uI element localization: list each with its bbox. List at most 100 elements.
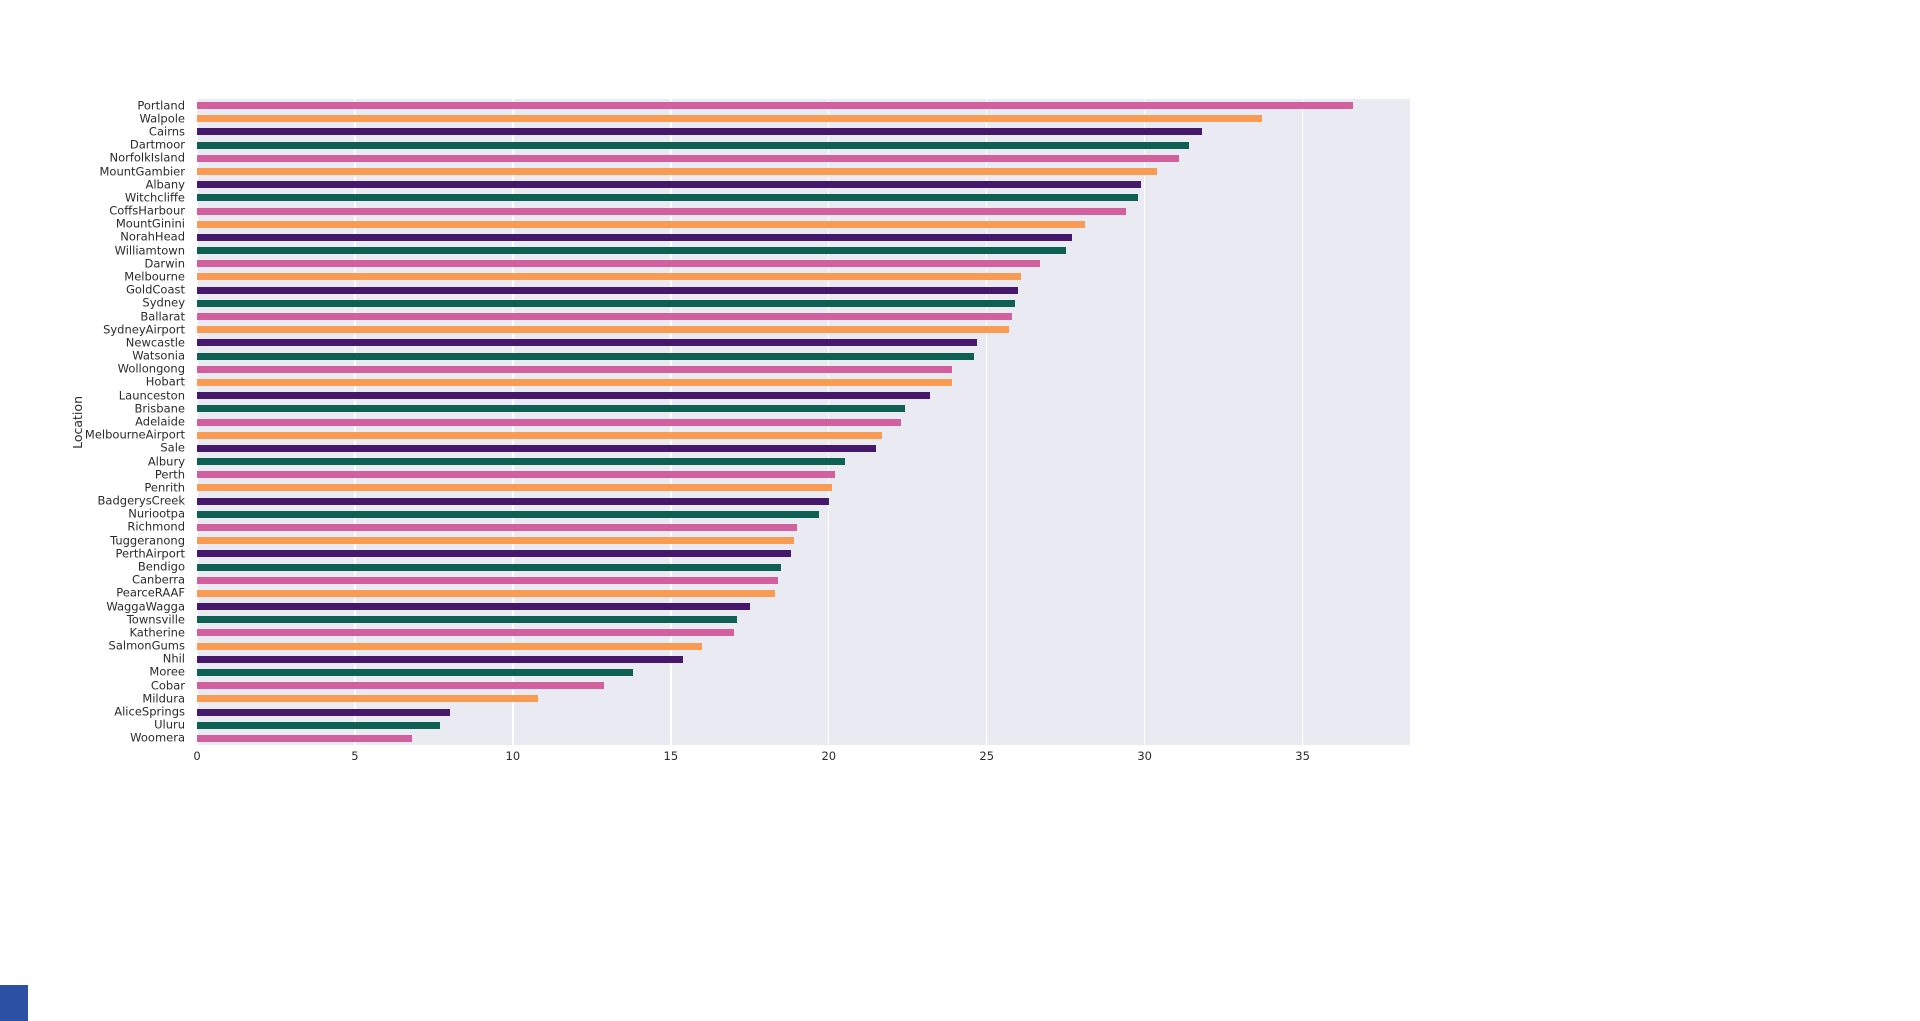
- ytick-label-Walpole: Walpole: [139, 111, 185, 126]
- bar-Wollongong: [197, 365, 952, 373]
- bar-Nhil: [197, 655, 684, 663]
- bar-Bendigo: [197, 563, 782, 571]
- bar-NorahHead: [197, 233, 1072, 241]
- ytick-label-MelbourneAirport: MelbourneAirport: [84, 427, 185, 442]
- bar-Richmond: [197, 523, 798, 531]
- ytick-label-Watsonia: Watsonia: [132, 348, 185, 363]
- ytick-label-Tuggeranong: Tuggeranong: [110, 532, 185, 547]
- ytick-label-GoldCoast: GoldCoast: [125, 282, 185, 297]
- bar-Canberra: [197, 576, 779, 584]
- xtick-label-5: 5: [351, 749, 359, 763]
- bar-Sale: [197, 444, 877, 452]
- ytick-label-Perth: Perth: [154, 466, 185, 481]
- bar-Mildura: [197, 695, 539, 703]
- xtick-label-30: 30: [1137, 749, 1152, 763]
- ytick-label-Woomera: Woomera: [130, 730, 185, 745]
- ytick-label-Bendigo: Bendigo: [137, 559, 185, 574]
- ytick-label-NorfolkIsland: NorfolkIsland: [109, 150, 185, 165]
- bar-Tuggeranong: [197, 537, 795, 545]
- bar-MountGambier: [197, 168, 1158, 175]
- bar-CoffsHarbour: [197, 207, 1126, 215]
- ytick-label-Albury: Albury: [147, 453, 185, 468]
- ytick-label-Adelaide: Adelaide: [135, 414, 185, 429]
- bar-BadgerysCreek: [197, 497, 829, 505]
- bar-Launceston: [197, 392, 930, 400]
- bar-Brisbane: [197, 405, 905, 413]
- ytick-label-Ballarat: Ballarat: [140, 308, 185, 323]
- bar-SalmonGums: [197, 642, 703, 650]
- bar-PerthAirport: [197, 550, 791, 558]
- bar-Witchcliffe: [197, 194, 1139, 202]
- bar-NorfolkIsland: [197, 154, 1180, 162]
- bar-WaggaWagga: [197, 603, 750, 611]
- ytick-label-Albany: Albany: [145, 176, 185, 191]
- xtick-label-25: 25: [979, 749, 995, 763]
- bar-Cobar: [197, 682, 605, 690]
- plot-area: [196, 99, 1410, 745]
- ytick-label-Katherine: Katherine: [129, 625, 185, 640]
- bar-Woomera: [197, 734, 412, 742]
- ytick-label-Hobart: Hobart: [145, 374, 185, 389]
- xtick-label-15: 15: [663, 749, 679, 763]
- bar-Melbourne: [197, 273, 1022, 281]
- bar-Albury: [197, 458, 845, 466]
- ytick-label-Nhil: Nhil: [162, 651, 185, 666]
- bar-Darwin: [197, 260, 1041, 268]
- gridline-x-25: [986, 99, 988, 745]
- gridline-x-35: [1301, 99, 1304, 745]
- bar-PearceRAAF: [197, 589, 776, 597]
- bar-Dartmoor: [197, 141, 1189, 149]
- bar-SydneyAirport: [197, 326, 1009, 334]
- bar-MelbourneAirport: [197, 431, 883, 439]
- ytick-label-Witchcliffe: Witchcliffe: [124, 190, 185, 205]
- bar-Sydney: [197, 299, 1016, 307]
- bar-Watsonia: [197, 352, 975, 360]
- ytick-label-Mildura: Mildura: [142, 691, 185, 706]
- bar-Portland: [197, 102, 1354, 110]
- gridline-x-30: [1143, 99, 1146, 745]
- bar-Ballarat: [197, 313, 1012, 321]
- ytick-label-Moree: Moree: [149, 664, 185, 679]
- ytick-label-Launceston: Launceston: [118, 387, 185, 402]
- ytick-label-PerthAirport: PerthAirport: [115, 546, 186, 561]
- ytick-label-Townsville: Townsville: [126, 612, 185, 626]
- ytick-label-Sale: Sale: [160, 440, 185, 455]
- bar-Moree: [197, 668, 633, 676]
- y-axis-title-text: Location: [69, 395, 85, 449]
- ytick-label-SydneyAirport: SydneyAirport: [103, 321, 185, 336]
- ytick-label-Cobar: Cobar: [150, 677, 185, 692]
- ytick-label-Uluru: Uluru: [154, 717, 185, 732]
- bar-Walpole: [197, 115, 1262, 123]
- y-axis-title: Location: [68, 99, 86, 745]
- bar-MountGinini: [197, 220, 1085, 228]
- ytick-label-Williamtown: Williamtown: [114, 242, 185, 257]
- ytick-label-Sydney: Sydney: [142, 295, 185, 310]
- ytick-label-Brisbane: Brisbane: [134, 401, 185, 416]
- ytick-label-Dartmoor: Dartmoor: [129, 137, 185, 152]
- bar-Newcastle: [197, 339, 978, 347]
- y-axis-tick-labels: Portland Walpole Cairns Dartmoor NorfolkIsla…: [0, 99, 191, 745]
- bar-Adelaide: [197, 418, 902, 426]
- ytick-label-Newcastle: Newcastle: [125, 335, 185, 350]
- x-axis-tick-labels: 0 5 10 15 20 25 30 35: [193, 749, 1410, 767]
- ytick-label-Melbourne: Melbourne: [124, 269, 185, 284]
- bar-Uluru: [197, 721, 441, 729]
- xtick-label-35: 35: [1295, 749, 1310, 763]
- ytick-label-NorahHead: NorahHead: [120, 229, 185, 244]
- ytick-label-Penrith: Penrith: [144, 480, 185, 495]
- bar-Townsville: [197, 616, 738, 624]
- xtick-label-20: 20: [821, 749, 837, 763]
- xtick-label-0: 0: [193, 749, 201, 763]
- bar-Penrith: [197, 484, 832, 492]
- ytick-label-Cairns: Cairns: [148, 124, 185, 139]
- bar-Albany: [197, 181, 1142, 189]
- ytick-label-Darwin: Darwin: [144, 256, 185, 271]
- ytick-label-CoffsHarbour: CoffsHarbour: [109, 203, 185, 218]
- bar-Nuriootpa: [197, 510, 820, 518]
- bar-Cairns: [197, 128, 1202, 136]
- bar-Katherine: [197, 629, 734, 637]
- ytick-label-Portland: Portland: [137, 97, 185, 112]
- corner-blue-square: [0, 985, 28, 1021]
- bar-Williamtown: [197, 247, 1066, 255]
